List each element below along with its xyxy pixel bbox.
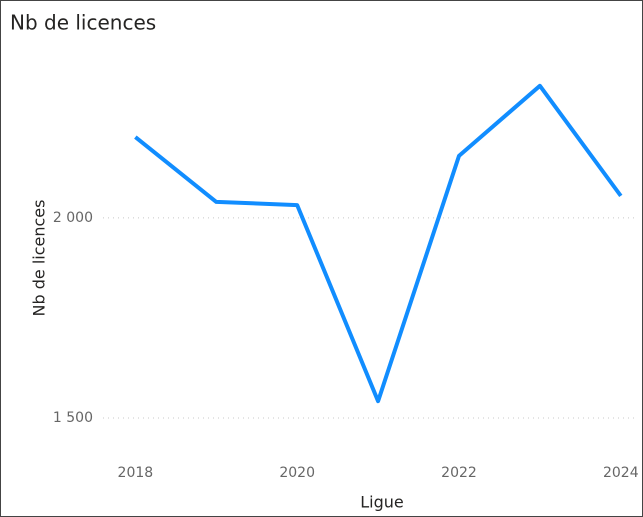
x-tick-label: 2018	[118, 465, 154, 481]
y-axis-title: Nb de licences	[30, 200, 49, 317]
line	[134, 83, 623, 404]
chart-title: Nb de licences	[10, 11, 156, 35]
y-tick-label: 1 500	[53, 410, 93, 426]
x-tick-label: 2022	[441, 465, 477, 481]
x-axis-title: Ligue	[360, 493, 404, 512]
x-tick-label: 2020	[279, 465, 315, 481]
x-tick-label: 2024	[603, 465, 639, 481]
y-tick-label: 2 000	[53, 210, 93, 226]
